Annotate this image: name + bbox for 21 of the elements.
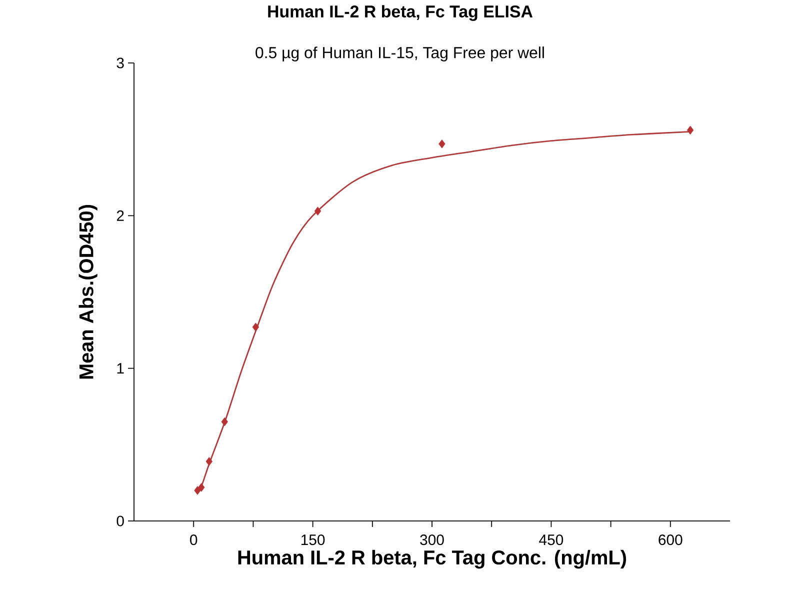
point: [438, 140, 446, 148]
point: [194, 486, 201, 495]
point: [198, 483, 205, 492]
y-tick-label: 0: [116, 516, 124, 526]
chart-title: Human IL-2 R beta, Fc Tag ELISA: [268, 5, 533, 21]
y-tick-label: 1: [117, 363, 124, 374]
point: [686, 126, 694, 135]
y-tick-label: 3: [116, 58, 124, 68]
point: [221, 417, 228, 426]
x-tick-label: 0: [190, 534, 198, 546]
x-tick-label: 450: [539, 534, 564, 546]
x-tick-label: 600: [658, 534, 682, 546]
x-axis-title: Human IL-2 R beta, Fc Tag Conc. (ng/mL): [238, 550, 626, 569]
point: [206, 457, 212, 466]
x-tick-label: 150: [301, 534, 325, 546]
point: [314, 206, 322, 216]
y-axis-title: Mean Abs.(OD450): [78, 204, 98, 379]
point: [252, 322, 260, 332]
x-tick-label: 300: [420, 534, 444, 546]
chart-subtitle: 0.5 µg of Human IL-15, Tag Free per well: [256, 46, 544, 62]
y-tick-label: 2: [116, 210, 124, 221]
